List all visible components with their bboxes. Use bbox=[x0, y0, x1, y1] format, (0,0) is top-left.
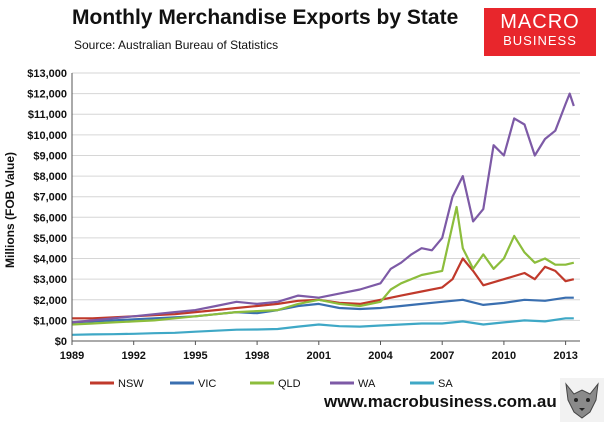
series-line-nsw bbox=[72, 257, 575, 320]
wolf-icon bbox=[560, 378, 604, 422]
y-tick-label: $13,000 bbox=[27, 68, 67, 80]
legend-label-qld: QLD bbox=[278, 378, 301, 390]
chart-series bbox=[71, 92, 575, 336]
y-tick-label: $8,000 bbox=[33, 171, 67, 183]
y-tick-label: $12,000 bbox=[27, 89, 67, 101]
series-line-wa bbox=[71, 92, 575, 324]
y-tick-label: $0 bbox=[55, 336, 67, 348]
y-tick-label: $11,000 bbox=[28, 109, 67, 121]
macrobusiness-logo: MACRO BUSINESS bbox=[484, 8, 596, 56]
y-tick-label: $4,000 bbox=[33, 254, 67, 266]
chart-subtitle: Source: Australian Bureau of Statistics bbox=[74, 38, 279, 52]
x-tick-label: 2007 bbox=[430, 350, 454, 362]
y-tick-label: $7,000 bbox=[33, 192, 67, 204]
logo-line-2: BUSINESS bbox=[503, 33, 577, 48]
x-tick-label: 1998 bbox=[245, 350, 269, 362]
x-axis-tick-labels: 1989 1992 1995 1998 2001 2004 2007 2010 2013 bbox=[60, 341, 578, 362]
x-tick-label: 2013 bbox=[553, 350, 577, 362]
y-tick-label: $5,000 bbox=[33, 233, 67, 245]
x-tick-label: 2001 bbox=[307, 350, 331, 362]
y-tick-label: $1,000 bbox=[33, 315, 67, 327]
x-tick-label: 1992 bbox=[121, 350, 145, 362]
y-axis-tick-labels: $0 $1,000 $2,000 $3,000 $4,000 $5,000 $6,000 $7… bbox=[27, 68, 67, 348]
y-tick-label: $3,000 bbox=[33, 274, 67, 286]
legend-label-nsw: NSW bbox=[118, 378, 144, 390]
legend-label-sa: SA bbox=[438, 378, 453, 390]
y-tick-label: $10,000 bbox=[27, 130, 67, 142]
logo-line-1: MACRO bbox=[500, 11, 580, 33]
chart-legend: NSW VIC QLD WA SA bbox=[90, 378, 453, 390]
series-line-sa bbox=[71, 317, 574, 336]
y-axis-label: Millions (FOB Value) bbox=[3, 152, 17, 268]
y-tick-label: $9,000 bbox=[33, 150, 67, 162]
x-tick-label: 1989 bbox=[60, 350, 84, 362]
legend-label-vic: VIC bbox=[198, 378, 216, 390]
x-tick-label: 2004 bbox=[368, 350, 393, 362]
series-line-vic bbox=[71, 296, 574, 324]
series-line-qld bbox=[71, 205, 575, 326]
y-tick-label: $2,000 bbox=[33, 295, 67, 307]
y-tick-label: $6,000 bbox=[33, 212, 67, 224]
footer-website: www.macrobusiness.com.au bbox=[324, 392, 557, 411]
chart-title: Monthly Merchandise Exports by State bbox=[72, 6, 459, 29]
x-tick-label: 1995 bbox=[183, 350, 207, 362]
x-tick-label: 2010 bbox=[492, 350, 516, 362]
legend-label-wa: WA bbox=[358, 378, 376, 390]
